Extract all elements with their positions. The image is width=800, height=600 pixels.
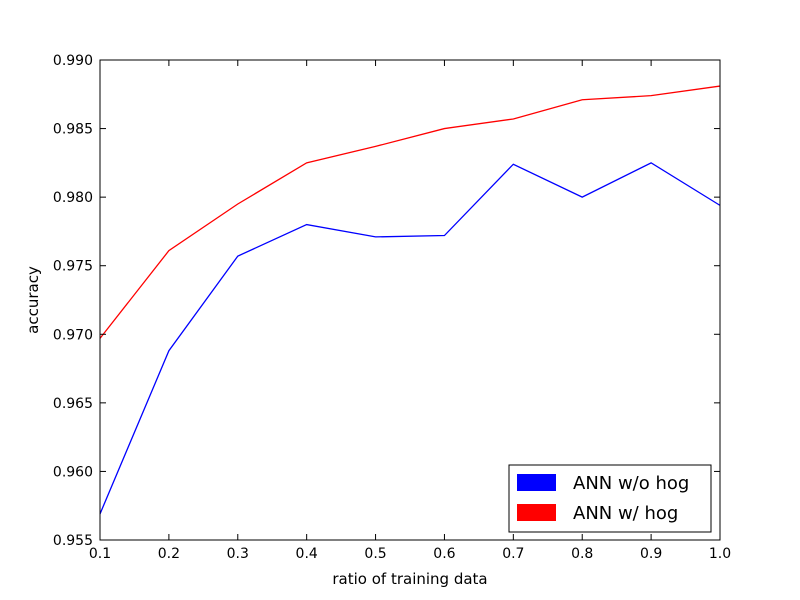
y-tick-label: 0.985 [53,122,93,138]
y-tick-label: 0.960 [53,464,93,480]
series-line-0 [99,162,721,515]
x-tick-label: 0.1 [89,546,111,562]
y-tick-label: 0.975 [53,259,93,275]
x-tick-label: 0.8 [571,546,593,562]
legend-swatch [517,504,556,521]
y-axis-label: accuracy [24,266,42,334]
x-tick-label: 0.7 [502,546,524,562]
x-tick-label: 0.4 [296,546,318,562]
y-tick-label: 0.970 [53,327,93,343]
x-tick-label: 0.2 [158,546,180,562]
series-layer [99,85,721,515]
y-tick-label: 0.990 [53,53,93,69]
plot-frame [99,59,721,541]
x-axis-label: ratio of training data [332,570,487,588]
y-tick-label: 0.980 [53,190,93,206]
legend: ANN w/o hog ANN w/ hog [508,464,712,533]
y-tick-label: 0.955 [53,533,93,549]
y-tick-label: 0.965 [53,396,93,412]
x-tick-label: 1.0 [709,546,731,562]
x-tick-label: 0.9 [640,546,662,562]
series-line-1 [99,85,721,339]
legend-swatch [517,474,556,491]
plot-background [100,60,720,540]
x-tick-label: 0.6 [433,546,455,562]
x-tick-label: 0.3 [227,546,249,562]
ticks-layer: 0.1 0.2 0.3 0.4 0.5 0.6 0.7 0.8 0.9 1.0 0.955 0.960… [53,53,731,562]
legend-items: ANN w/o hog ANN w/ hog [517,473,689,524]
x-tick-label: 0.5 [364,546,386,562]
legend-label: ANN w/o hog [573,473,689,494]
legend-label: ANN w/ hog [573,503,678,524]
